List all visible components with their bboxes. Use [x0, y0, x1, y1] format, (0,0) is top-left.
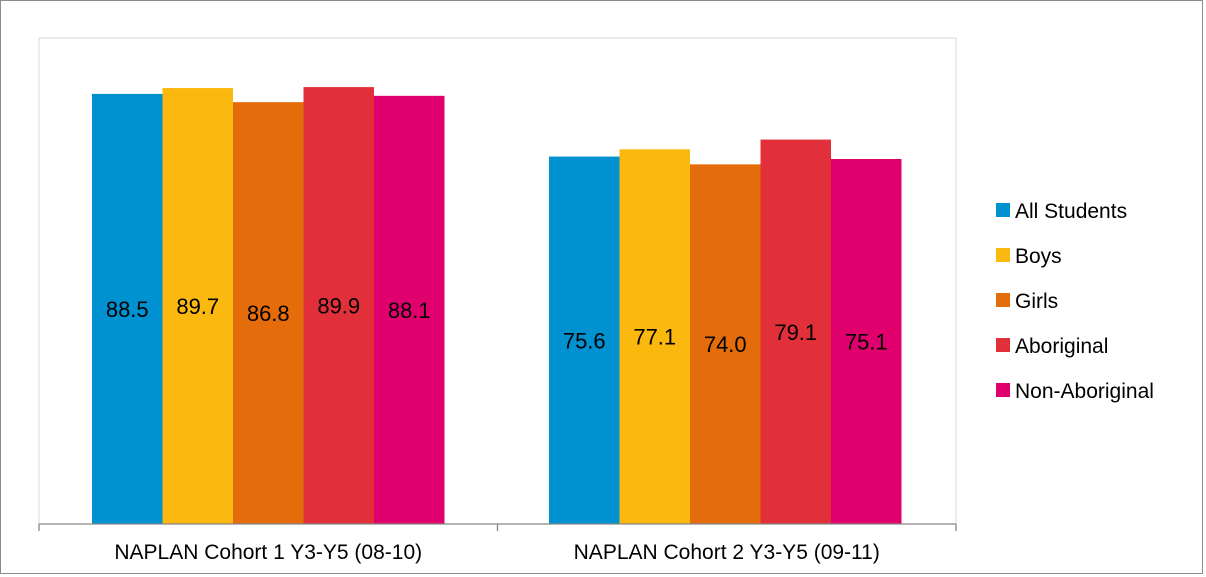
bar-non-aboriginal-2	[831, 159, 902, 524]
data-label: 89.7	[176, 294, 219, 319]
data-label: 86.8	[247, 301, 290, 326]
data-label: 79.1	[774, 320, 817, 345]
legend: All Students Boys Girls Aboriginal Non-Abori…	[996, 200, 1154, 403]
legend-label: Boys	[1015, 245, 1062, 268]
bar-boys-1	[162, 88, 233, 525]
data-label: 75.6	[563, 328, 606, 353]
bars-layer	[92, 87, 902, 525]
bar-all-students-1	[92, 93, 163, 524]
bar-girls-2	[690, 164, 761, 525]
bar-all-students-2	[549, 156, 620, 525]
legend-swatch	[996, 383, 1010, 397]
x-axis: NAPLAN Cohort 1 Y3-Y5 (08-10) NAPLAN Coho…	[38, 523, 957, 564]
legend-label: Non-Aboriginal	[1015, 380, 1154, 403]
bar-aboriginal-2	[760, 139, 831, 524]
x-tick-label: NAPLAN Cohort 1 Y3-Y5 (08-10)	[114, 541, 422, 564]
bar-aboriginal-1	[303, 87, 374, 524]
legend-swatch	[996, 338, 1010, 352]
bar-non-aboriginal-1	[374, 95, 445, 525]
bar-girls-1	[233, 102, 304, 524]
data-label: 88.1	[388, 298, 431, 323]
data-label: 75.1	[845, 330, 888, 355]
data-label: 89.9	[317, 294, 360, 319]
x-tick-label: NAPLAN Cohort 2 Y3-Y5 (09-11)	[574, 541, 880, 564]
data-label: 77.1	[633, 325, 676, 350]
bar-boys-2	[619, 149, 690, 524]
data-label: 88.5	[106, 297, 149, 322]
legend-swatch	[996, 293, 1010, 307]
legend-label: Aboriginal	[1015, 335, 1108, 358]
data-label: 74.0	[704, 332, 747, 357]
legend-swatch	[996, 248, 1010, 262]
value-labels-layer: 88.5 89.7 86.8 89.9 88.1 75.6 77.1 74.0 79.1 75.1	[106, 294, 888, 358]
legend-label: Girls	[1015, 290, 1058, 313]
legend-swatch	[996, 203, 1010, 217]
legend-label: All Students	[1015, 200, 1127, 223]
